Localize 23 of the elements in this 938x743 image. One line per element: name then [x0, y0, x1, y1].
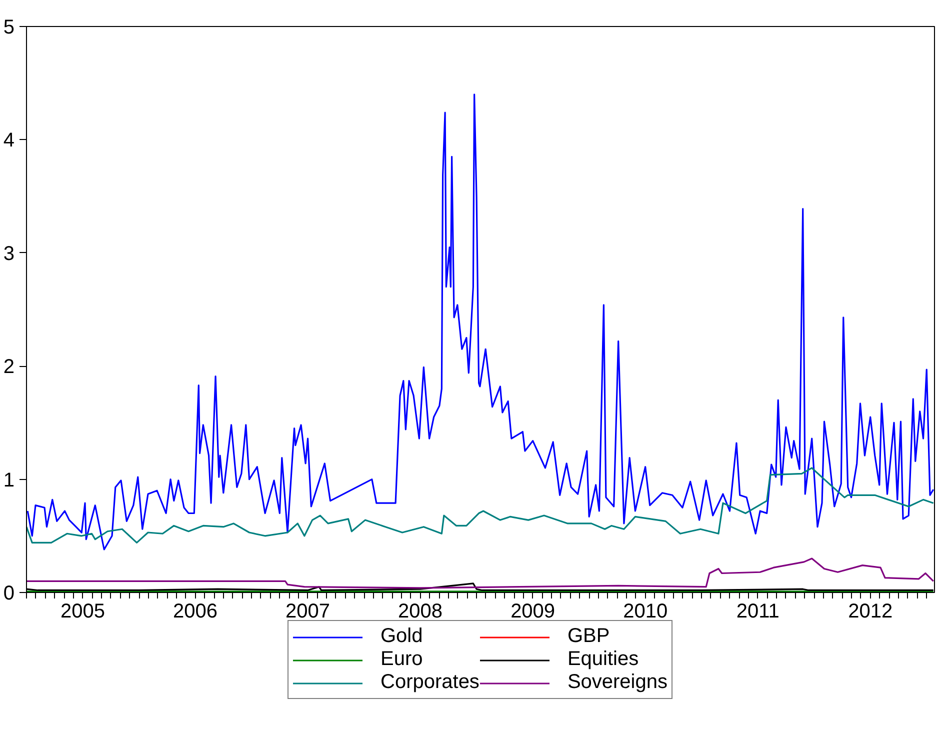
legend-label: Corporates	[380, 671, 480, 694]
x-tick-label: 2008	[398, 600, 443, 622]
legend-label: Gold	[380, 625, 423, 648]
line-series	[26, 94, 934, 550]
x-tick-label: 2012	[848, 600, 893, 622]
line-series	[26, 558, 934, 589]
x-tick-label: 2009	[510, 600, 556, 622]
y-tick-label: 2	[3, 356, 14, 378]
x-tick-label: 2005	[60, 600, 106, 622]
y-tick-label: 1	[3, 469, 14, 492]
y-tick-label: 0	[3, 582, 14, 604]
x-tick-label: 2010	[623, 600, 668, 622]
legend-label: Euro	[380, 648, 423, 671]
y-tick-label: 5	[3, 16, 14, 38]
legend-label: Sovereigns	[567, 671, 668, 694]
y-tick-label: 3	[3, 242, 14, 265]
y-tick-label: 4	[3, 130, 14, 152]
legend-label: GBP	[567, 625, 610, 648]
line-series	[26, 467, 934, 544]
legend-label: Equities	[567, 648, 639, 671]
x-tick-label: 2011	[736, 600, 780, 622]
x-tick-label: 2006	[173, 600, 218, 622]
x-tick-label: 2007	[286, 600, 330, 622]
